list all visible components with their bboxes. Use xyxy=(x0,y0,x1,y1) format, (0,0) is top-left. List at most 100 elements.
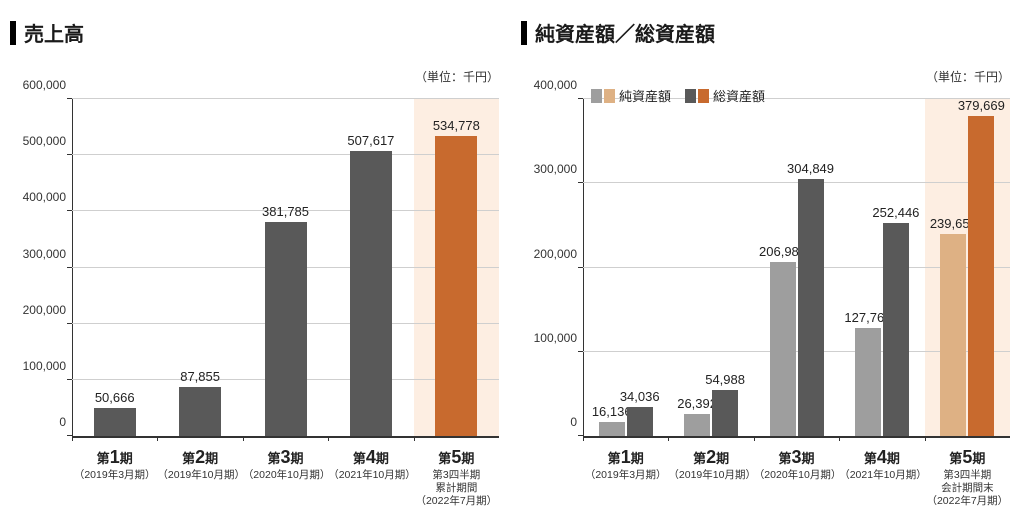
x-category-label: 第5期第3四半期累計期間（2022年7月期） xyxy=(414,442,499,516)
x-tick-mark xyxy=(243,436,244,441)
bar-group: 381,785 xyxy=(243,99,328,436)
x-category-label: 第5期第3四半期会計期間末（2022年7月期） xyxy=(925,442,1010,516)
y-tick-mark xyxy=(67,267,72,268)
bar-value-label: 26,392 xyxy=(677,396,717,411)
x-labels: 第1期（2019年3月期）第2期（2019年10月期）第3期（2020年10月期… xyxy=(583,442,1010,516)
x-tick-mark xyxy=(414,436,415,441)
title-row: 純資産額／総資産額 xyxy=(521,18,1014,47)
bar-value-label: 16,136 xyxy=(592,404,632,419)
y-tick-mark xyxy=(67,379,72,380)
title-accent-bar xyxy=(10,21,16,45)
x-category-label: 第3期（2020年10月期） xyxy=(243,442,328,516)
y-tick-label: 0 xyxy=(10,415,66,429)
x-tick-mark xyxy=(72,436,73,441)
y-tick-mark xyxy=(67,323,72,324)
bar-group: 239,652379,669 xyxy=(925,99,1010,436)
title-accent-bar xyxy=(521,21,527,45)
plot-area: 50,66687,855381,785507,617534,778 0100,0… xyxy=(72,99,499,438)
bar-group: 127,768252,446 xyxy=(839,99,924,436)
bar-group: 534,778 xyxy=(414,99,499,436)
bar-group: 87,855 xyxy=(157,99,242,436)
y-tick-label: 500,000 xyxy=(10,134,66,148)
x-category-label: 第3期（2020年10月期） xyxy=(754,442,839,516)
y-tick-label: 400,000 xyxy=(10,190,66,204)
y-tick-label: 100,000 xyxy=(521,331,577,345)
legend-swatch xyxy=(685,89,696,103)
x-category-label: 第1期（2019年3月期） xyxy=(72,442,157,516)
y-tick-label: 400,000 xyxy=(521,78,577,92)
bar: 239,652 xyxy=(940,234,966,436)
bar-group: 16,13634,036 xyxy=(583,99,668,436)
x-category-label: 第2期（2019年10月期） xyxy=(157,442,242,516)
y-tick-label: 600,000 xyxy=(10,78,66,92)
bar: 87,855 xyxy=(179,387,221,436)
legend-swatch xyxy=(698,89,709,103)
bar: 381,785 xyxy=(265,222,307,436)
bar-value-label: 534,778 xyxy=(433,118,480,133)
bar: 507,617 xyxy=(350,151,392,436)
bar: 379,669 xyxy=(968,116,994,436)
bar-value-label: 304,849 xyxy=(787,161,834,176)
bar-group: 507,617 xyxy=(328,99,413,436)
assets-chart: 16,13634,03626,39254,988206,986304,84912… xyxy=(521,91,1014,516)
x-tick-mark xyxy=(754,436,755,441)
unit-label: （単位：千円） xyxy=(415,68,499,85)
y-tick-mark xyxy=(578,98,583,99)
x-category-label: 第1期（2019年3月期） xyxy=(583,442,668,516)
x-tick-mark xyxy=(157,436,158,441)
bar-value-label: 381,785 xyxy=(262,204,309,219)
legend-label: 総資産額 xyxy=(713,86,765,105)
x-tick-mark xyxy=(668,436,669,441)
bar-group: 50,666 xyxy=(72,99,157,436)
bar: 127,768 xyxy=(855,328,881,436)
bar: 26,392 xyxy=(684,414,710,436)
legend-item: 総資産額 xyxy=(685,86,765,105)
bar-value-label: 34,036 xyxy=(620,389,660,404)
y-tick-label: 0 xyxy=(521,415,577,429)
legend-swatch xyxy=(604,89,615,103)
y-tick-mark xyxy=(67,210,72,211)
bar-value-label: 507,617 xyxy=(347,133,394,148)
title-row: 売上高 xyxy=(10,18,503,47)
y-tick-mark xyxy=(67,98,72,99)
bars-container: 16,13634,03626,39254,988206,986304,84912… xyxy=(583,99,1010,436)
x-tick-mark xyxy=(328,436,329,441)
bar-value-label: 87,855 xyxy=(180,369,220,384)
x-category-label: 第4期（2021年10月期） xyxy=(328,442,413,516)
y-tick-mark xyxy=(67,154,72,155)
x-labels: 第1期（2019年3月期）第2期（2019年10月期）第3期（2020年10月期… xyxy=(72,442,499,516)
chart-title: 売上高 xyxy=(24,18,84,47)
y-tick-label: 200,000 xyxy=(521,247,577,261)
bar-value-label: 252,446 xyxy=(872,205,919,220)
bar: 206,986 xyxy=(770,262,796,436)
bars-container: 50,666 87,855 381,785 507,617 534,778 xyxy=(72,99,499,436)
bar-group: 26,392 54,988 xyxy=(668,99,753,436)
y-tick-mark xyxy=(578,182,583,183)
grid-line xyxy=(583,182,1010,183)
x-category-label: 第2期（2019年10月期） xyxy=(668,442,753,516)
unit-label: （単位：千円） xyxy=(926,68,1010,85)
legend-item: 純資産額 xyxy=(591,86,671,105)
bar: 252,446 xyxy=(883,223,909,436)
chart-title: 純資産額／総資産額 xyxy=(535,18,715,47)
bar: 50,666 xyxy=(94,408,136,436)
assets-chart-panel: 純資産額／総資産額 （単位：千円） 純資産額 総資産額 16,13634,036… xyxy=(521,18,1014,516)
legend-label: 純資産額 xyxy=(619,86,671,105)
legend: 純資産額 総資産額 xyxy=(591,86,765,105)
bar-group: 206,986304,849 xyxy=(754,99,839,436)
y-tick-label: 100,000 xyxy=(10,359,66,373)
sales-chart-panel: 売上高 （単位：千円） 50,666 87,855 381,785 507,617 53… xyxy=(10,18,503,516)
y-tick-mark xyxy=(578,351,583,352)
x-tick-mark xyxy=(839,436,840,441)
bar: 16,136 xyxy=(599,422,625,436)
plot-area: 16,13634,03626,39254,988206,986304,84912… xyxy=(583,99,1010,438)
highlight-band xyxy=(925,99,1010,436)
x-tick-mark xyxy=(925,436,926,441)
sales-chart: 50,666 87,855 381,785 507,617 534,778 0 100,0… xyxy=(10,91,503,516)
y-tick-mark xyxy=(578,267,583,268)
bar: 34,036 xyxy=(627,407,653,436)
x-tick-mark xyxy=(583,436,584,441)
legend-swatch xyxy=(591,89,602,103)
bar: 304,849 xyxy=(798,179,824,436)
bar-value-label: 54,988 xyxy=(705,372,745,387)
